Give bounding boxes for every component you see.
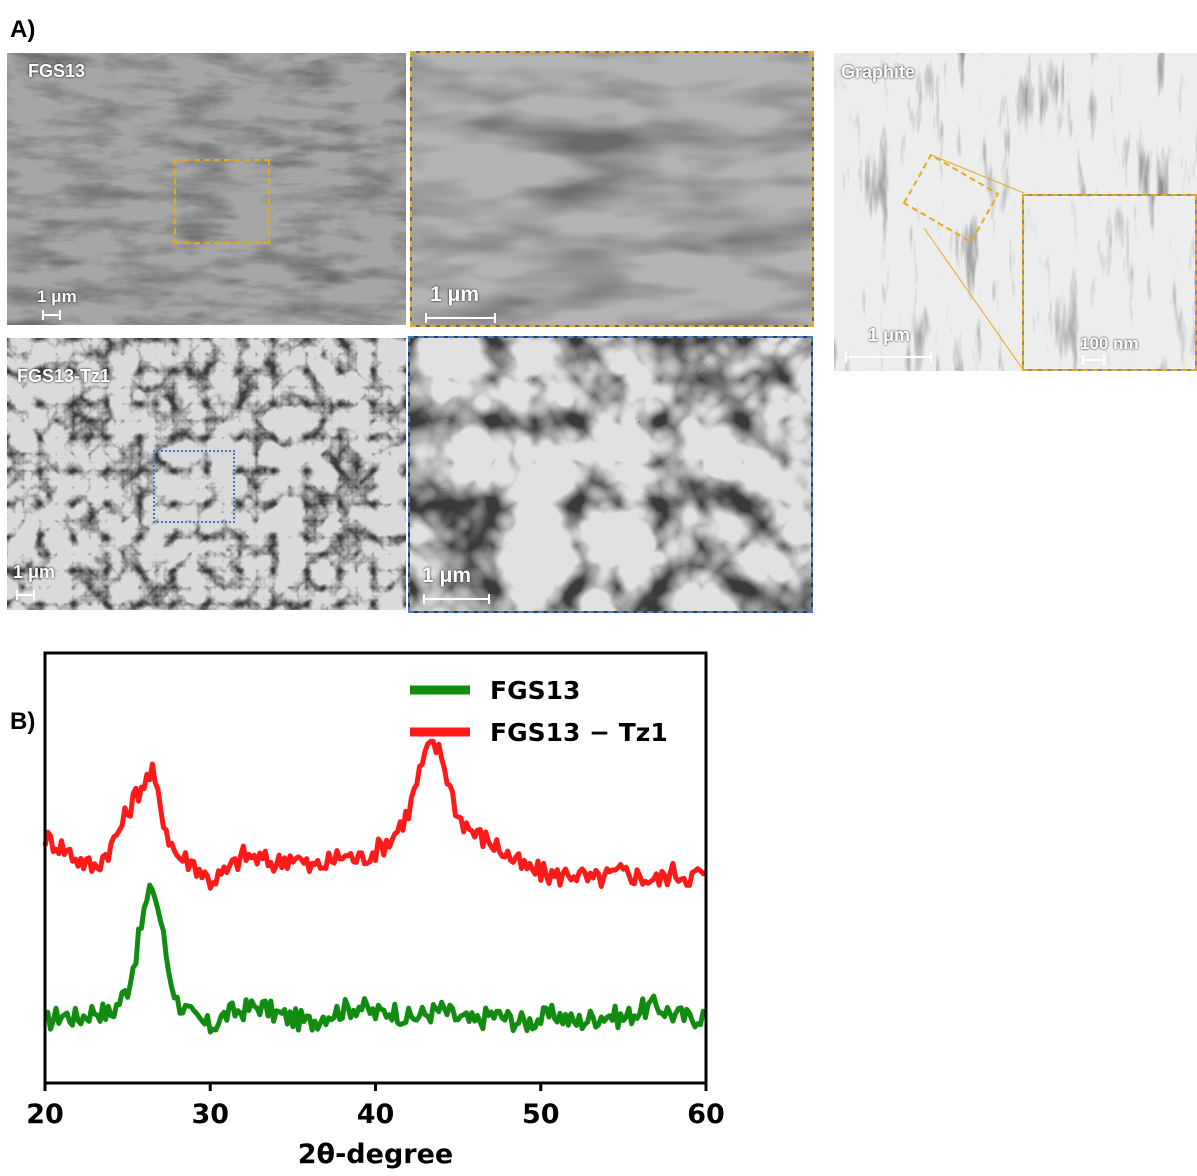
x-tick-label-40: 40 (357, 1099, 395, 1130)
sem-label-fgs13-tz1: FGS13-Tz1 (17, 366, 111, 386)
series-line-0 (43, 882, 708, 1035)
sem-label-fgs13: FGS13 (28, 61, 86, 81)
legend-label-1: FGS13 − Tz1 (490, 718, 668, 747)
x-tick-label-60: 60 (687, 1099, 725, 1130)
zoom-region-box (174, 159, 270, 244)
x-tick-label-20: 20 (26, 1099, 64, 1130)
sem-image-graphite: Graphite 1 μm 100 nm (834, 53, 1197, 371)
panel-b-label: B) (10, 708, 36, 735)
legend-label-0: FGS13 (490, 676, 580, 705)
sem-label-graphite: Graphite (841, 62, 916, 82)
x-axis-label: 2θ-degree (298, 1139, 453, 1170)
panel-a-label: A) (10, 16, 36, 43)
x-tick-label-50: 50 (522, 1099, 560, 1130)
xrd-chart: 20 30 40 50 60 2θ-degree FGS13 FGS13 − Tz1 (26, 651, 725, 1170)
graphite-inset: 100 nm (1022, 194, 1197, 371)
sem-image-fgs13-tz1: FGS13-Tz1 1 μm (7, 338, 406, 610)
sem-image-fgs13: FGS13 1 μm (7, 53, 406, 325)
x-tick-label-30: 30 (191, 1099, 229, 1130)
series-line-1 (42, 738, 708, 891)
sem-image-fgs13-tz1-zoom: 1 μm (408, 336, 813, 613)
sem-image-fgs13-zoom: 1 μm (410, 51, 814, 327)
zoom-region-box (153, 450, 235, 523)
zoom-region-box (902, 153, 1025, 371)
